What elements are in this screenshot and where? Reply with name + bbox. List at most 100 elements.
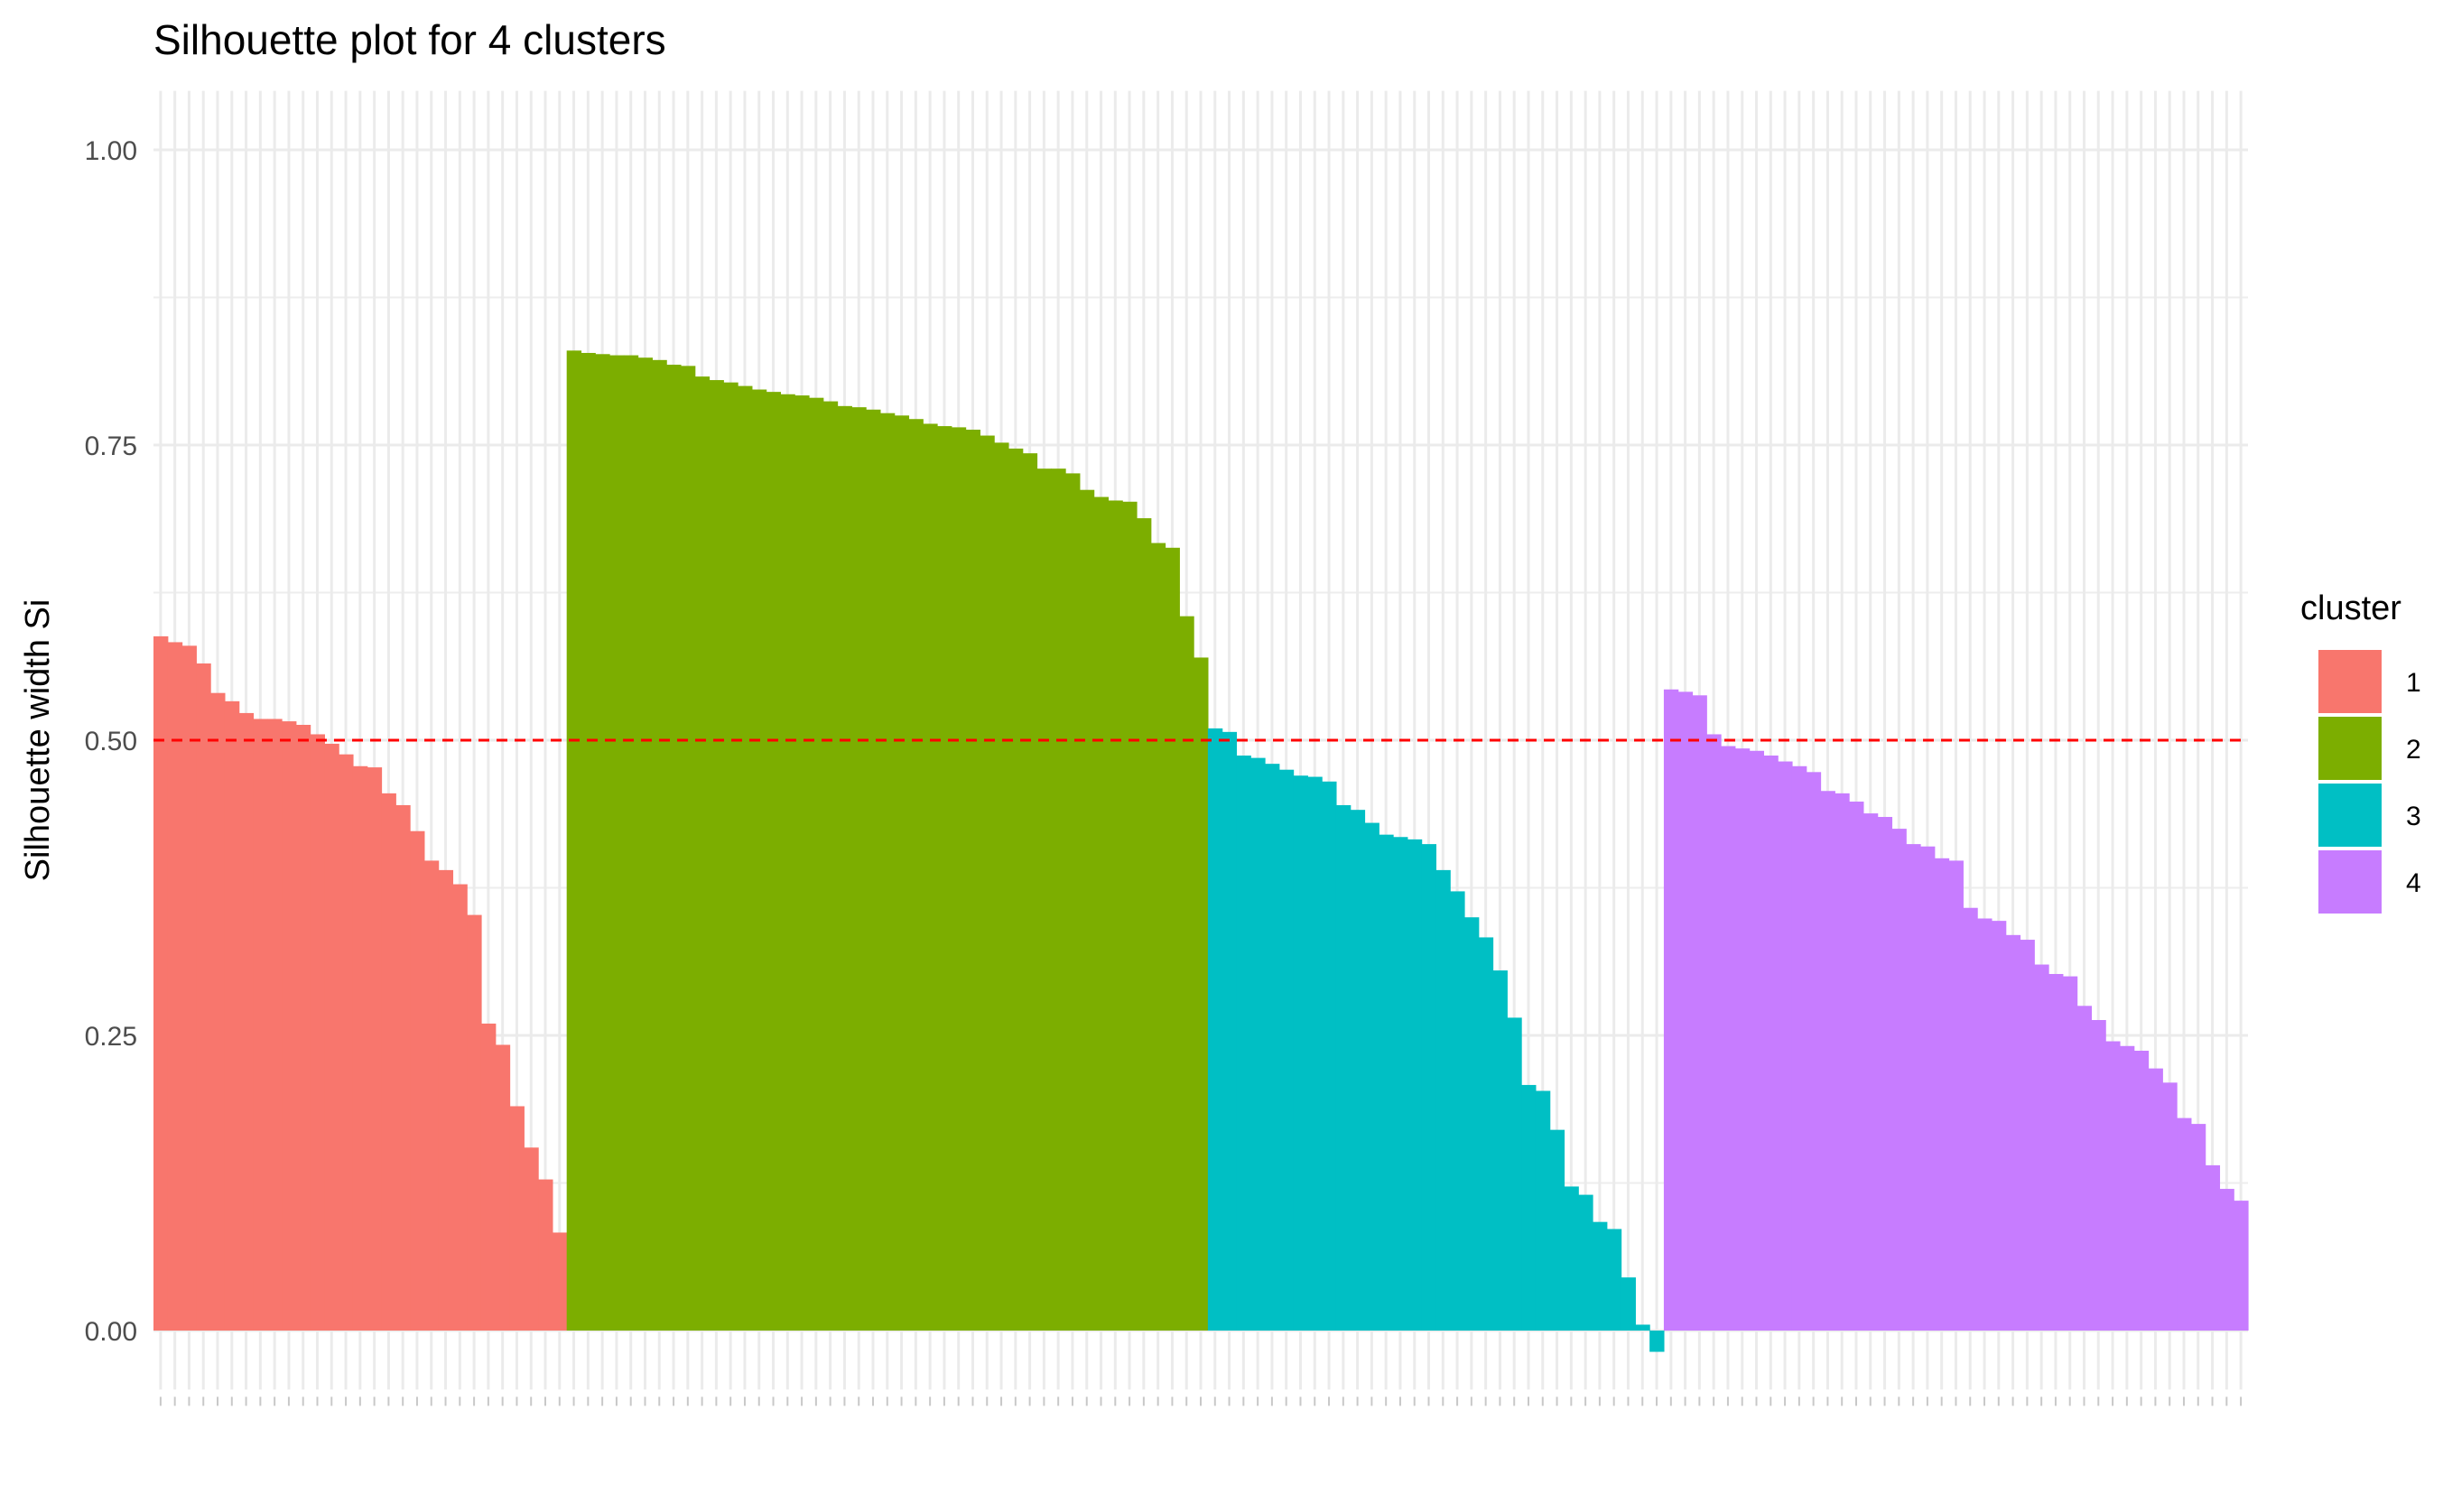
bar-cluster-2: [1122, 501, 1138, 1331]
bar-cluster-3: [1450, 891, 1465, 1331]
bar-cluster-3: [1407, 839, 1423, 1331]
bar-cluster-4: [2190, 1124, 2206, 1331]
y-tick-label: 0.50: [85, 727, 137, 756]
bar-cluster-3: [1322, 781, 1337, 1331]
bar-cluster-2: [766, 392, 782, 1331]
bar-cluster-1: [381, 793, 396, 1331]
legend-label-cluster-2: 2: [2406, 735, 2421, 765]
legend-key-cluster-3: [2318, 784, 2382, 847]
y-tick-label: 0.75: [85, 431, 137, 461]
x-tick-labels: [159, 1396, 2243, 1406]
bar-cluster-4: [1835, 793, 1850, 1331]
bar-cluster-3: [1463, 917, 1480, 1331]
bar-cluster-2: [623, 355, 639, 1331]
bar-cluster-3: [1265, 764, 1280, 1331]
bar-cluster-1: [352, 765, 368, 1331]
bar-cluster-2: [851, 407, 867, 1331]
bar-cluster-1: [467, 914, 482, 1331]
bar-cluster-4: [2105, 1041, 2121, 1331]
bar-cluster-4: [1778, 761, 1793, 1331]
bar-cluster-2: [908, 419, 924, 1331]
bar-cluster-2: [923, 423, 938, 1331]
bar-cluster-1: [410, 830, 425, 1331]
bar-cluster-1: [295, 724, 311, 1331]
bar-cluster-1: [423, 860, 440, 1331]
bar-cluster-3: [1549, 1129, 1565, 1331]
bar-cluster-3: [1350, 810, 1366, 1331]
bar-cluster-4: [2048, 973, 2064, 1331]
bar-cluster-3: [1393, 837, 1408, 1331]
bar-cluster-2: [1036, 468, 1052, 1331]
bar-cluster-4: [2148, 1068, 2163, 1331]
bar-cluster-2: [680, 366, 696, 1331]
bar-cluster-4: [1763, 756, 1779, 1331]
bar-cluster-1: [480, 1023, 497, 1331]
bar-cluster-1: [282, 721, 297, 1331]
bar-cluster-1: [167, 642, 183, 1331]
bar-cluster-3: [1293, 775, 1308, 1331]
bar-cluster-3: [1364, 822, 1379, 1331]
bar-cluster-3: [1535, 1090, 1551, 1331]
bar-cluster-3: [1507, 1017, 1522, 1331]
bar-cluster-2: [1022, 453, 1038, 1331]
bar-cluster-4: [1692, 695, 1707, 1331]
legend-label-cluster-4: 4: [2406, 868, 2421, 898]
bar-cluster-2: [1108, 500, 1123, 1331]
bar-cluster-4: [2119, 1045, 2135, 1331]
bar-cluster-2: [637, 357, 653, 1331]
bar-cluster-1: [452, 884, 468, 1331]
bar-cluster-3: [1492, 970, 1508, 1331]
bar-cluster-4: [2133, 1051, 2150, 1331]
legend-title: cluster: [2300, 589, 2401, 627]
bar-cluster-2: [965, 429, 980, 1331]
bar-cluster-1: [324, 743, 339, 1331]
y-tick-label: 0.00: [85, 1317, 137, 1347]
bar-cluster-4: [2162, 1082, 2178, 1331]
bar-cluster-4: [1706, 734, 1722, 1331]
bar-cluster-4: [1791, 765, 1807, 1331]
bar-cluster-2: [595, 354, 610, 1331]
bar-cluster-3: [1435, 869, 1451, 1331]
bar-cluster-1: [495, 1044, 511, 1331]
bar-cluster-3: [1278, 769, 1295, 1331]
bar-cluster-1: [153, 635, 169, 1331]
bar-cluster-1: [524, 1147, 539, 1331]
bar-cluster-2: [994, 442, 1009, 1331]
bar-cluster-2: [1093, 496, 1110, 1331]
bar-cluster-2: [866, 409, 881, 1331]
bar-cluster-4: [2062, 976, 2078, 1331]
bar-cluster-3: [1621, 1277, 1636, 1331]
bar-cluster-2: [894, 415, 910, 1331]
bar-cluster-4: [2034, 964, 2049, 1331]
bar-cluster-4: [2020, 940, 2035, 1331]
bar-cluster-3: [1307, 776, 1323, 1331]
bar-cluster-1: [224, 700, 240, 1331]
bar-cluster-1: [238, 712, 255, 1331]
bar-cluster-3: [1635, 1324, 1650, 1331]
bar-cluster-2: [609, 355, 625, 1331]
bar-cluster-4: [1749, 750, 1765, 1331]
bar-cluster-1: [310, 734, 325, 1331]
bar-cluster-1: [509, 1106, 525, 1331]
bar-cluster-1: [538, 1179, 553, 1331]
legend-label-cluster-3: 3: [2406, 802, 2421, 831]
bar-cluster-4: [1862, 813, 1879, 1331]
bar-cluster-3: [1379, 834, 1394, 1331]
bar-cluster-4: [1991, 921, 2007, 1331]
bar-cluster-4: [1877, 817, 1893, 1331]
bar-cluster-2: [794, 395, 810, 1331]
bar-cluster-3: [1335, 804, 1352, 1331]
bar-cluster-2: [751, 389, 767, 1331]
bar-cluster-2: [1150, 543, 1166, 1331]
legend: cluster 1 2 3 4: [2300, 589, 2421, 914]
bar-cluster-1: [339, 754, 354, 1331]
bar-cluster-2: [566, 350, 582, 1331]
bar-cluster-3: [1564, 1186, 1579, 1331]
y-tick-label: 1.00: [85, 136, 137, 166]
bar-cluster-3: [1222, 731, 1238, 1331]
bar-cluster-4: [2219, 1189, 2234, 1331]
bar-cluster-1: [367, 767, 383, 1331]
bar-cluster-1: [552, 1232, 568, 1331]
bar-cluster-2: [1136, 518, 1152, 1331]
bar-cluster-3: [1593, 1221, 1608, 1331]
